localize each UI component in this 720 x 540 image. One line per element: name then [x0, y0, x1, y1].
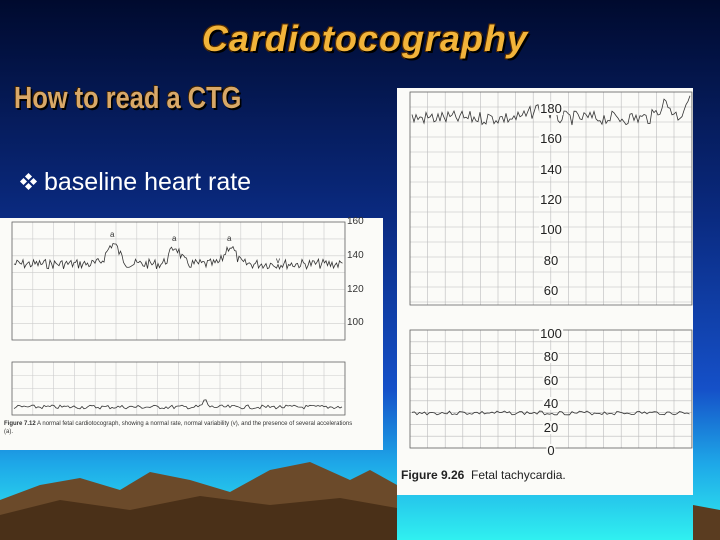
axis-label: 160: [539, 131, 563, 147]
grid-frame: [11, 221, 346, 341]
axis-label: 120: [347, 284, 364, 295]
bullet-icon: [19, 172, 38, 191]
axis-label: 60: [542, 282, 560, 298]
grid-frame: [409, 91, 693, 306]
axis-label: 80: [542, 252, 560, 268]
figure-caption: Figure 9.26 Fetal tachycardia.: [401, 468, 566, 482]
axis-label: 60: [542, 372, 560, 388]
axis-label: 100: [347, 317, 364, 328]
slide-subtitle: How to read a CTG: [14, 80, 242, 115]
figure-caption: Figure 7.12 A normal fetal cardiotocogra…: [4, 420, 354, 436]
caption-text: A normal fetal cardiotocograph, showing …: [4, 421, 353, 435]
caption-text: Fetal tachycardia.: [471, 468, 566, 482]
axis-label: 180: [539, 101, 563, 116]
axis-label: 100: [539, 222, 563, 238]
ctg-trace: [13, 399, 343, 410]
annotation: a: [110, 230, 115, 239]
mountains-shadow: [0, 496, 397, 540]
caption-label: Figure 7.12: [4, 421, 36, 427]
figure-left: [0, 218, 383, 450]
ctg-trace: [411, 410, 690, 416]
axis-label: 100: [539, 326, 563, 341]
axis-label: 80: [542, 349, 560, 365]
annotation: a: [172, 234, 177, 243]
bullet-text: baseline heart rate: [44, 168, 252, 196]
grid-frame: [11, 361, 346, 416]
annotation: v: [276, 256, 280, 265]
annotation: a: [227, 234, 232, 243]
axis-label: 0: [546, 443, 556, 458]
axis-label: 40: [542, 396, 560, 412]
axis-label: 140: [347, 250, 364, 261]
caption-label: Figure 9.26: [401, 468, 465, 482]
ctg-trace: [13, 242, 343, 271]
axis-label: 160: [347, 216, 364, 227]
axis-label: 140: [539, 161, 563, 177]
slide-title: Cardiotocography: [201, 18, 529, 59]
axis-label: 120: [539, 191, 563, 207]
mountains-right: [693, 505, 720, 540]
axis-label: 20: [542, 419, 560, 435]
